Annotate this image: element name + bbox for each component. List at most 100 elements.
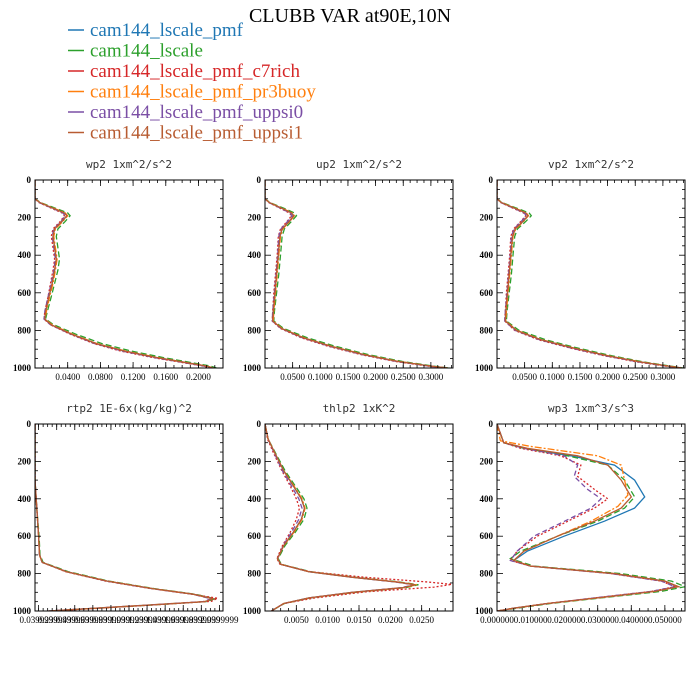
panel-frame — [496, 423, 686, 612]
series-line — [35, 424, 216, 611]
x-tick-label: 0.2000 — [186, 372, 211, 382]
series-line — [497, 180, 683, 368]
y-tick-label: 0 — [27, 419, 32, 429]
x-tick-label: 0.030000 — [581, 615, 615, 625]
series-line — [35, 180, 211, 368]
series-line — [35, 180, 214, 368]
series-line — [497, 424, 678, 611]
x-tick-label: 0.0100 — [315, 615, 340, 625]
x-tick-label: 0.010000 — [514, 615, 548, 625]
y-tick-label: 1000 — [13, 363, 32, 373]
legend-label: cam144_lscale_pmf — [90, 20, 244, 41]
series-line — [497, 424, 685, 611]
y-tick-label: 1000 — [13, 606, 32, 616]
x-tick-label: 0.0399999 — [19, 615, 58, 625]
figure-title: CLUBB VAR at90E,10N — [249, 5, 451, 27]
y-tick-label: 200 — [18, 456, 32, 466]
legend-entry: cam144_lscale_pmf_pr3buoy — [68, 82, 316, 103]
y-tick-label: 800 — [480, 569, 494, 579]
legend-label: cam144_lscale_pmf_uppsi1 — [90, 123, 303, 144]
x-tick-label: 0.2399999 — [38, 615, 77, 625]
y-tick-label: 200 — [480, 213, 494, 223]
x-tick-label: 0.2000 — [363, 372, 388, 382]
series-line — [497, 424, 681, 611]
x-tick-label: 0.0200 — [378, 615, 403, 625]
series-line — [35, 180, 214, 368]
legend: cam144_lscale_pmfcam144_lscalecam144_lsc… — [68, 20, 316, 144]
legend-entry: cam144_lscale_pmf — [68, 20, 244, 41]
x-tick-label: 0.000000 — [480, 615, 514, 625]
x-tick-label: 0.0500 — [512, 372, 537, 382]
y-tick-label: 200 — [18, 213, 32, 223]
y-tick-label: 1000 — [475, 606, 494, 616]
y-tick-label: 1000 — [475, 363, 494, 373]
x-tick-label: 0.040000 — [614, 615, 648, 625]
panel-title: up2 1xm^2/s^2 — [316, 158, 402, 171]
series-line — [497, 424, 681, 611]
x-tick-label: 2.0399999 — [200, 615, 239, 625]
x-tick-label: 0.2000 — [595, 372, 620, 382]
x-tick-label: 0.4399999 — [56, 615, 95, 625]
series-line — [35, 180, 211, 368]
y-tick-label: 800 — [18, 569, 32, 579]
x-tick-label: 0.1500 — [568, 372, 593, 382]
series-line — [497, 180, 684, 368]
x-tick-label: 0.8399999 — [92, 615, 131, 625]
x-tick-label: 1.6399999 — [164, 615, 203, 625]
series-line — [265, 180, 449, 368]
series-line — [35, 424, 220, 611]
y-tick-label: 0 — [257, 175, 262, 185]
legend-entry: cam144_lscale — [68, 41, 203, 62]
y-tick-label: 1000 — [243, 363, 262, 373]
x-tick-label: 0.3000 — [419, 372, 444, 382]
series-line — [35, 424, 214, 611]
series-line — [497, 180, 681, 368]
x-tick-label: 0.1500 — [336, 372, 361, 382]
chart-panel: wp2 1xm^2/s^2 0 200 400 600 800 1000 0.0400 0.08… — [13, 158, 224, 382]
panels: wp2 1xm^2/s^2 0 200 400 600 800 1000 0.0400 0.08… — [13, 158, 686, 625]
x-tick-label: 0.0800 — [88, 372, 113, 382]
legend-label: cam144_lscale_pmf_c7rich — [90, 61, 300, 82]
x-tick-label: 0.0150 — [347, 615, 372, 625]
series-line — [35, 180, 217, 368]
legend-entry: cam144_lscale_pmf_uppsi0 — [68, 102, 303, 123]
x-tick-label: 0.0500 — [280, 372, 305, 382]
series-line — [265, 180, 446, 368]
chart-panel: thlp2 1xK^2 0 200 400 600 800 1000 0.0050 0.0100… — [243, 402, 454, 625]
y-tick-label: 200 — [248, 213, 262, 223]
series-line — [497, 424, 678, 611]
series-line — [265, 424, 417, 611]
x-tick-label: 0.1000 — [540, 372, 565, 382]
series-line — [265, 180, 448, 368]
y-tick-label: 800 — [248, 325, 262, 335]
panel-frame — [264, 179, 454, 369]
y-tick-label: 0 — [27, 175, 32, 185]
x-tick-label: 1.8399999 — [182, 615, 221, 625]
series-line — [497, 180, 683, 368]
panel-frame — [496, 179, 686, 369]
y-tick-label: 800 — [480, 325, 494, 335]
x-tick-label: 0.1600 — [153, 372, 178, 382]
y-tick-label: 1000 — [243, 606, 262, 616]
series-line — [265, 180, 448, 368]
series-line — [265, 180, 448, 368]
x-tick-label: 0.1200 — [121, 372, 146, 382]
series-line — [265, 424, 419, 611]
series-line — [265, 424, 416, 611]
x-tick-label: 0.6399999 — [74, 615, 113, 625]
y-tick-label: 600 — [18, 288, 32, 298]
legend-label: cam144_lscale_pmf_pr3buoy — [90, 82, 316, 103]
x-tick-label: 0.1000 — [308, 372, 333, 382]
panel-title: wp3 1xm^3/s^3 — [548, 402, 634, 415]
y-tick-label: 0 — [257, 419, 262, 429]
x-tick-label: 0.0250 — [409, 615, 434, 625]
panel-frame — [264, 423, 454, 612]
y-tick-label: 800 — [18, 325, 32, 335]
x-tick-label: 0.3000 — [651, 372, 676, 382]
series-line — [35, 424, 215, 611]
y-tick-label: 600 — [480, 531, 494, 541]
x-tick-label: 1.4399999 — [146, 615, 185, 625]
series-line — [265, 424, 415, 611]
panel-title: wp2 1xm^2/s^2 — [86, 158, 172, 171]
